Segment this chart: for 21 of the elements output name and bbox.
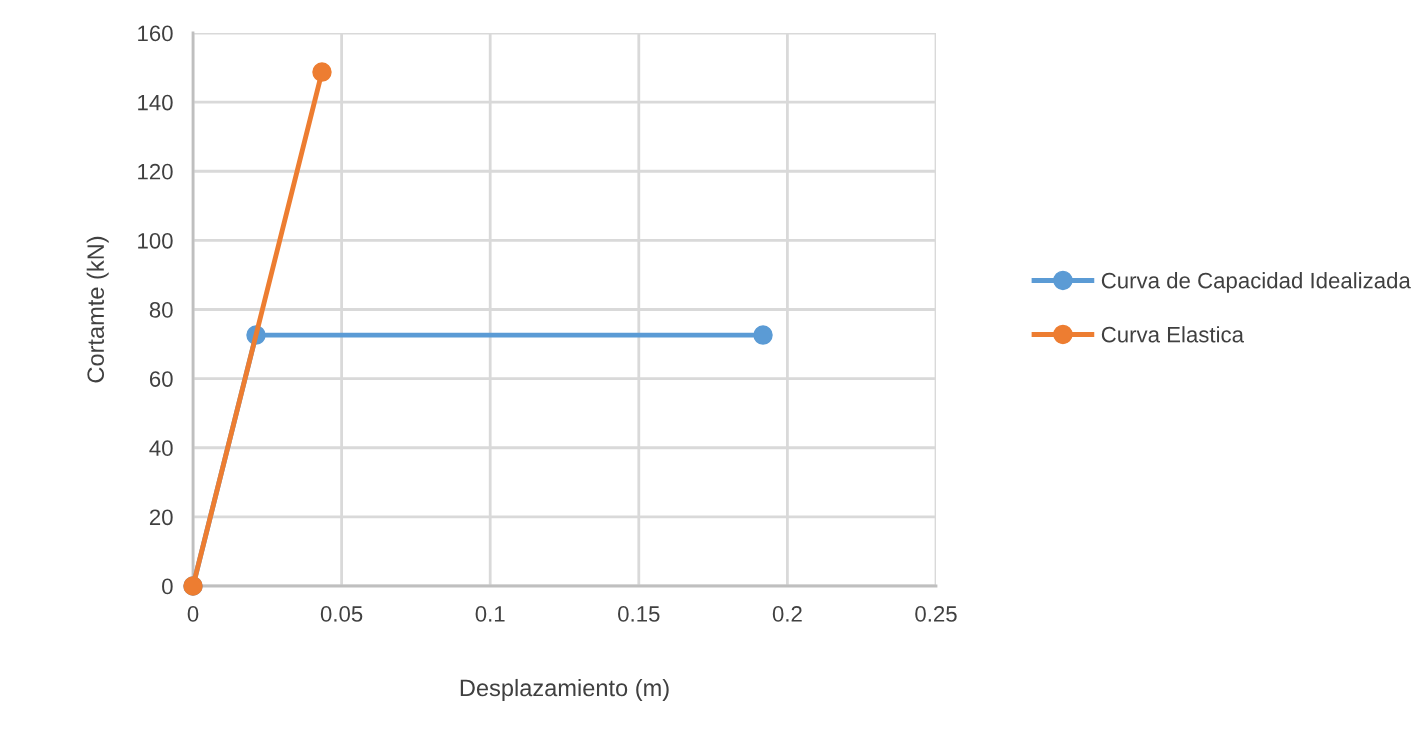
x-tick-label: 0.25 — [915, 606, 957, 622]
y-tick-label: 160 — [138, 25, 173, 42]
x-axis-title: Desplazamiento (m) — [460, 678, 669, 701]
x-tick-label: 0 — [187, 606, 199, 622]
y-axis-title: Cortamte (kN) — [86, 236, 109, 383]
x-tick-label: 0.1 — [475, 606, 505, 622]
y-tick-label: 80 — [149, 302, 173, 318]
y-tick-label: 60 — [149, 371, 173, 387]
x-tick-label: 0.05 — [320, 606, 363, 622]
y-tick-label: 140 — [138, 94, 173, 111]
y-tick-label: 0 — [162, 578, 173, 595]
legend-label: Curva Elastica — [1101, 326, 1244, 343]
point — [753, 325, 773, 345]
y-tick-label: 40 — [149, 440, 173, 457]
legend-label: Curva de Capacidad Idealizada — [1101, 272, 1411, 293]
y-tick-label: 20 — [149, 509, 173, 526]
point — [312, 62, 332, 82]
y-tick-label: 120 — [138, 163, 173, 180]
y-tick-label: 100 — [138, 232, 173, 249]
x-tick-label: 0.15 — [618, 606, 660, 622]
x-tick-label: 0.2 — [772, 606, 802, 622]
